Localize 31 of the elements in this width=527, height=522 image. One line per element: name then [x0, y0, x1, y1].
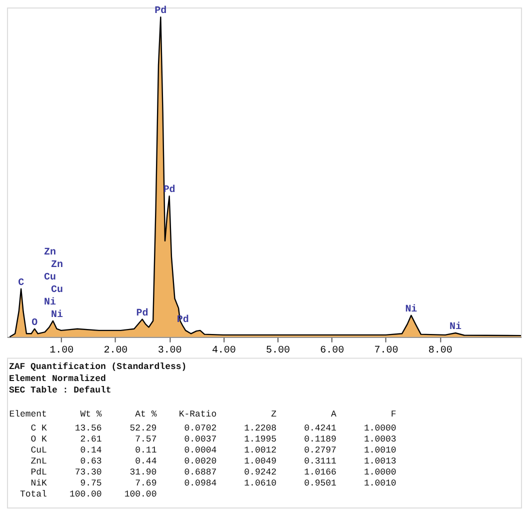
text: Total 100.00 100.00 [20, 490, 157, 500]
x-tick-label: 2.00 [104, 344, 128, 356]
annotation: C [18, 276, 24, 288]
text: Element Wt % At % K-Ratio Z A F [9, 410, 396, 420]
annotation: Zn [44, 246, 56, 258]
x-tick-label: 8.00 [428, 344, 452, 356]
annotation: Ni [405, 303, 418, 314]
annotation: Cu [44, 271, 56, 282]
x-tick-label: 7.00 [374, 344, 398, 356]
text: Element Normalized [8, 374, 106, 384]
x-tick-label: 5.00 [266, 344, 290, 356]
annotation: Pd [136, 307, 148, 318]
annotation: Cu [50, 284, 63, 295]
text: CuL 0.14 0.11 0.0004 1.0012 0.2797 1.0010 [30, 446, 396, 456]
x-tick-label: 3.00 [158, 344, 182, 356]
text: C K 13.56 52.29 0.0702 1.2208 0.4241 1.0000 [30, 424, 396, 434]
x-tick-label: 4.00 [212, 344, 236, 356]
annotation: Zn [50, 258, 63, 270]
text: ZAF Quantification (Standardless) [8, 362, 187, 372]
text: ZnL 0.63 0.44 0.0020 1.0049 0.3111 1.0013 [30, 456, 396, 467]
x-tick-label: 6.00 [320, 344, 344, 356]
annotation: Ni [44, 296, 56, 308]
text: NiK 9.75 7.69 0.0984 1.0610 0.9501 1.0010 [30, 478, 396, 489]
annotation: Ni [50, 308, 63, 320]
text: SEC Table : Default [8, 386, 112, 396]
text: O K 2.61 7.57 0.0037 1.1995 0.1189 1.0003 [30, 434, 396, 445]
text: PdL 73.30 31.90 0.6887 0.9242 1.0166 1.0000 [30, 468, 396, 478]
x-tick-label: 1.00 [50, 344, 74, 356]
annotation: Pd [154, 5, 167, 16]
annotation: O [32, 316, 38, 328]
annotation: Ni [450, 321, 462, 332]
